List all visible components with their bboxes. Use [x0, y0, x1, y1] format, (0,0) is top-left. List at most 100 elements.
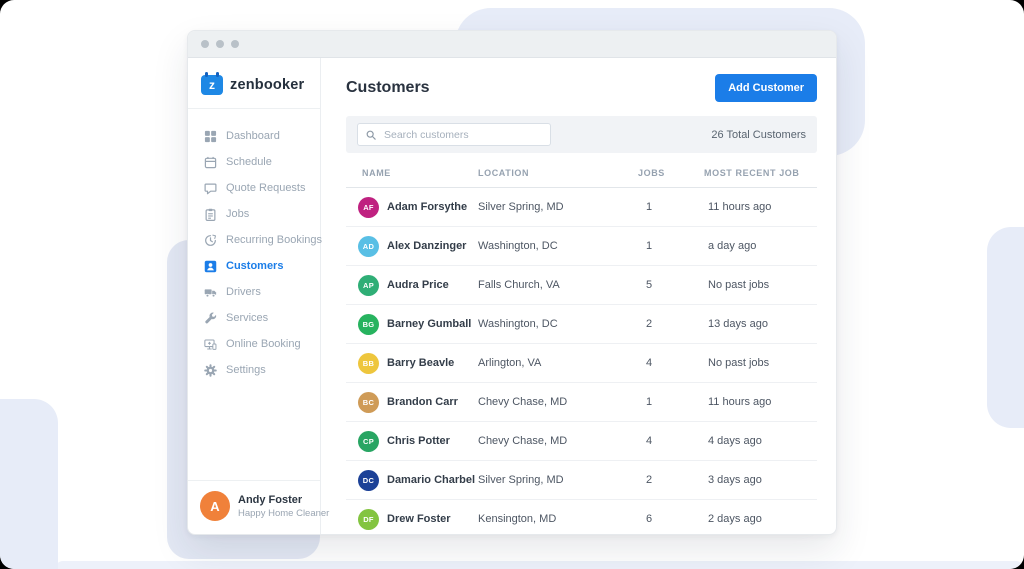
customer-most-recent-job: 2 days ago	[708, 513, 762, 525]
user-avatar: A	[200, 491, 230, 521]
search-input[interactable]	[382, 127, 542, 142]
customer-jobs-count: 1	[646, 201, 653, 213]
background-shape	[55, 561, 1024, 569]
sidebar-user[interactable]: A Andy Foster Happy Home Cleaner	[188, 480, 329, 534]
customer-jobs-count: 1	[646, 240, 653, 252]
sidebar-item-recurring-bookings[interactable]: Recurring Bookings	[204, 227, 322, 253]
gear-icon	[204, 363, 217, 377]
sidebar-item-label: Services	[226, 312, 269, 324]
search-box[interactable]	[357, 123, 551, 146]
table-row[interactable]: DC Damario Charbel Silver Spring, MD 2 3 day…	[346, 461, 817, 500]
table-row[interactable]: BB Barry Beavle Arlington, VA 4 No past jobs	[346, 344, 817, 383]
main-content: Customers Add Customer 26 Total Customer…	[321, 58, 836, 534]
avatar: DF	[358, 508, 379, 530]
customer-jobs-count: 5	[646, 279, 653, 291]
user-subtitle: Happy Home Cleaner	[238, 507, 330, 519]
sidebar-item-services[interactable]: Services	[204, 305, 320, 331]
customer-most-recent-job: No past jobs	[708, 279, 770, 291]
table-header-row: NAME LOCATION JOBS MOST RECENT JOB	[346, 153, 817, 188]
customer-location: Chevy Chase, MD	[478, 396, 568, 408]
table-row[interactable]: BC Brandon Carr Chevy Chase, MD 1 11 hours a…	[346, 383, 817, 422]
customer-most-recent-job: a day ago	[708, 240, 757, 252]
customer-jobs-count: 6	[646, 513, 653, 525]
sidebar-item-label: Settings	[226, 364, 266, 376]
customer-name: Brandon Carr	[387, 396, 458, 408]
customer-jobs-count: 4	[646, 357, 653, 369]
customer-location: Chevy Chase, MD	[478, 435, 568, 447]
table-row[interactable]: BG Barney Gumball Washington, DC 2 13 days a…	[346, 305, 817, 344]
customer-name: Adam Forsythe	[387, 201, 468, 213]
sidebar: z zenbooker Dashboard Schedule Quote Reque…	[188, 58, 329, 534]
customer-name: Barney Gumball	[387, 318, 472, 330]
sidebar-item-label: Customers	[226, 260, 284, 272]
column-header-location: LOCATION	[478, 168, 530, 178]
customer-most-recent-job: 3 days ago	[708, 474, 762, 486]
brand-name: zenbooker	[230, 77, 305, 93]
table-row[interactable]: DF Drew Foster Kensington, MD 6 2 days ago	[346, 500, 817, 534]
customer-name: Damario Charbel	[387, 474, 476, 486]
customer-icon	[204, 260, 217, 273]
window-titlebar	[188, 31, 836, 58]
table-row[interactable]: CP Chris Potter Chevy Chase, MD 4 4 days ago	[346, 422, 817, 461]
brand-logo[interactable]: z zenbooker	[188, 58, 320, 109]
avatar: AD	[358, 235, 379, 257]
customer-most-recent-job: 4 days ago	[708, 435, 762, 447]
sidebar-item-drivers[interactable]: Drivers	[204, 279, 320, 305]
customer-jobs-count: 4	[646, 435, 653, 447]
sidebar-item-label: Drivers	[226, 286, 261, 298]
clipboard-icon	[204, 208, 217, 221]
customer-name-cell: BG Barney Gumball	[346, 313, 478, 335]
window-control-dot[interactable]	[201, 40, 209, 48]
window-control-dot[interactable]	[231, 40, 239, 48]
customer-jobs-count: 2	[646, 474, 653, 486]
sidebar-item-label: Online Booking	[226, 338, 301, 350]
customer-jobs-count: 2	[646, 318, 653, 330]
customer-jobs-count: 1	[646, 396, 653, 408]
customer-name: Barry Beavle	[387, 357, 455, 369]
customer-name: Drew Foster	[387, 513, 451, 525]
sidebar-item-label: Jobs	[226, 208, 250, 220]
sidebar-item-customers[interactable]: Customers	[204, 253, 320, 279]
customer-table-body: AF Adam Forsythe Silver Spring, MD 1 11 hour…	[346, 188, 817, 534]
customer-location: Arlington, VA	[478, 357, 542, 369]
table-row[interactable]: AD Alex Danzinger Washington, DC 1 a day ago	[346, 227, 817, 266]
customer-name: Audra Price	[387, 279, 449, 291]
chat-icon	[204, 182, 217, 195]
table-row[interactable]: AP Audra Price Falls Church, VA 5 No past jo…	[346, 266, 817, 305]
search-icon	[366, 130, 376, 140]
customer-location: Silver Spring, MD	[478, 474, 564, 486]
customer-location: Kensington, MD	[478, 513, 557, 525]
customer-location: Washington, DC	[478, 240, 558, 252]
page-header: Customers Add Customer	[321, 58, 836, 116]
customer-most-recent-job: 11 hours ago	[708, 201, 772, 213]
search-band: 26 Total Customers	[346, 116, 817, 153]
avatar: DC	[358, 469, 379, 491]
sidebar-item-schedule[interactable]: Schedule	[204, 149, 320, 175]
total-customers-label: 26 Total Customers	[711, 128, 806, 141]
sidebar-item-label: Dashboard	[226, 130, 280, 142]
sidebar-item-dashboard[interactable]: Dashboard	[204, 123, 320, 149]
background-shape	[0, 399, 58, 569]
customer-location: Washington, DC	[478, 318, 558, 330]
sidebar-item-settings[interactable]: Settings	[204, 357, 320, 383]
sidebar-nav: Dashboard Schedule Quote Requests Jobs Recur…	[188, 109, 322, 383]
online-booking-icon	[204, 338, 217, 351]
avatar: AF	[358, 196, 379, 218]
add-customer-button[interactable]: Add Customer	[715, 74, 817, 102]
sidebar-item-online-booking[interactable]: Online Booking	[204, 331, 320, 357]
customer-most-recent-job: 13 days ago	[708, 318, 768, 330]
customer-location: Falls Church, VA	[478, 279, 560, 291]
sidebar-item-label: Schedule	[226, 156, 272, 168]
recurring-icon	[204, 234, 217, 247]
sidebar-item-quote-requests[interactable]: Quote Requests	[204, 175, 320, 201]
window-control-dot[interactable]	[216, 40, 224, 48]
column-header-name: NAME	[362, 168, 391, 178]
customer-name-cell: BB Barry Beavle	[346, 352, 478, 374]
app-window: z zenbooker Dashboard Schedule Quote Reque…	[187, 30, 837, 535]
customer-name-cell: AP Audra Price	[346, 274, 478, 296]
table-row[interactable]: AF Adam Forsythe Silver Spring, MD 1 11 hour…	[346, 188, 817, 227]
wrench-icon	[204, 312, 217, 325]
avatar: BC	[358, 391, 379, 413]
sidebar-item-jobs[interactable]: Jobs	[204, 201, 320, 227]
